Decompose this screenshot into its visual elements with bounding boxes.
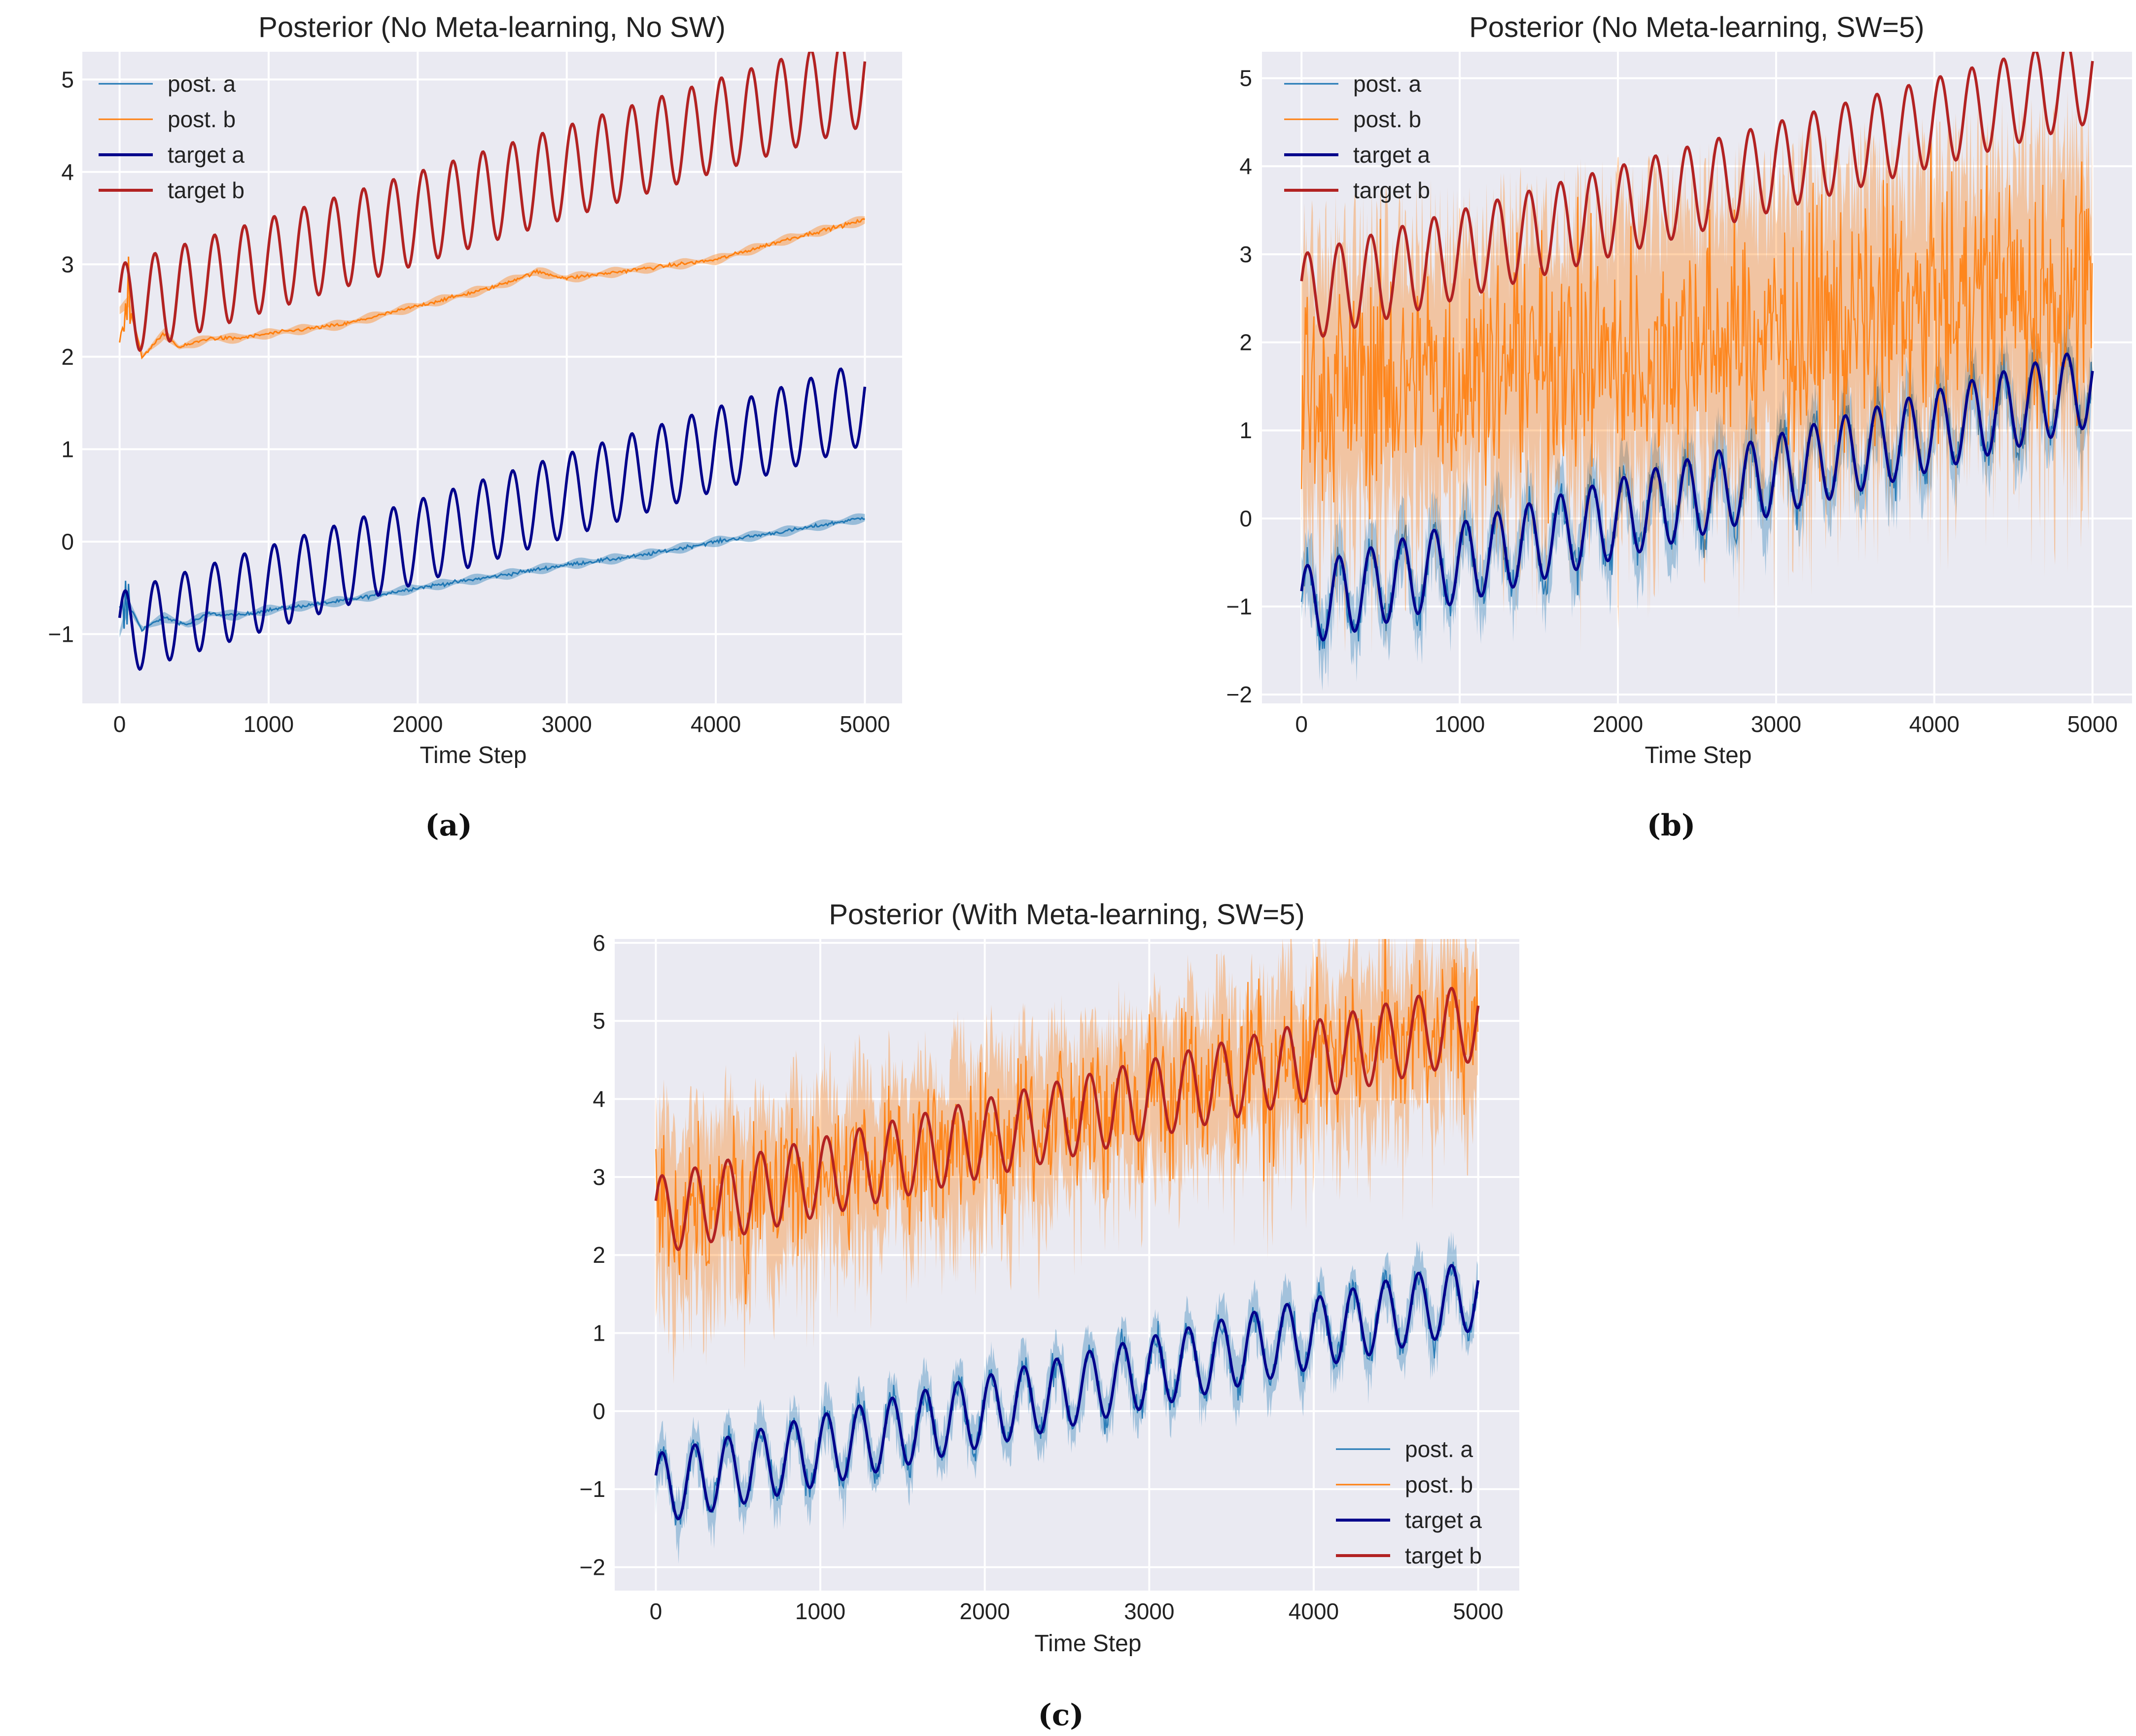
x-tick-label: 1000 xyxy=(795,1598,845,1624)
legend-label-target_b: target b xyxy=(168,177,245,203)
y-tick-label: 0 xyxy=(1239,506,1252,531)
x-tick-label: 3000 xyxy=(1124,1598,1174,1624)
chart-panel-b: 0 1000 2000 3000 4000 5000 −2 −1 0 1 2 3 4 5 Posterio… xyxy=(1226,11,2132,843)
chart-title: Posterior (With Meta-learning, SW=5) xyxy=(829,899,1304,931)
y-tick-label: 0 xyxy=(593,1398,605,1424)
series-layer xyxy=(118,52,867,671)
plot-area xyxy=(82,52,902,703)
x-tick-label: 0 xyxy=(1295,711,1308,737)
x-tick-label: 1000 xyxy=(244,711,294,737)
gridlines xyxy=(615,939,1519,1591)
legend-label-post_b: post. b xyxy=(168,106,236,132)
y-tick-label: −1 xyxy=(580,1476,605,1502)
legend: post. a post. b target a target b xyxy=(99,71,245,203)
tick-labels: 0 1000 2000 3000 4000 5000 −1 0 1 2 3 4 5 xyxy=(48,67,890,737)
gridlines xyxy=(82,52,902,703)
series-band-post_a xyxy=(1301,309,2093,691)
y-tick-label: 4 xyxy=(593,1086,605,1112)
legend-label-post_a: post. a xyxy=(168,71,236,97)
panel-caption: (c) xyxy=(1038,1698,1084,1733)
y-tick-label: 5 xyxy=(1239,66,1252,91)
y-tick-label: 3 xyxy=(1239,242,1252,267)
y-tick-label: 5 xyxy=(593,1008,605,1034)
panel-caption: (a) xyxy=(425,808,472,843)
series-line-target_a xyxy=(118,367,867,671)
x-tick-label: 3000 xyxy=(1751,711,1801,737)
y-tick-label: 1 xyxy=(1239,417,1252,443)
y-tick-label: 2 xyxy=(61,344,74,370)
tick-labels: 0 1000 2000 3000 4000 5000 −2 −1 0 1 2 3 4 5 6 xyxy=(580,930,1504,1624)
chart-panel-c: 0 1000 2000 3000 4000 5000 −2 −1 0 1 2 3 4 5 6 Posteri… xyxy=(580,899,1519,1733)
y-tick-label: −1 xyxy=(1226,593,1252,619)
x-tick-label: 4000 xyxy=(1909,711,1960,737)
series-line-post_b xyxy=(119,218,865,360)
y-tick-label: 3 xyxy=(593,1164,605,1190)
tick-labels: 0 1000 2000 3000 4000 5000 −2 −1 0 1 2 3 4 5 xyxy=(1226,66,2118,737)
legend-label-target_a: target a xyxy=(1353,142,1430,168)
series-line-target_a xyxy=(1300,352,2094,642)
y-tick-label: 5 xyxy=(61,67,74,92)
x-tick-label: 5000 xyxy=(2067,711,2118,737)
y-tick-label: 4 xyxy=(61,159,74,185)
x-tick-label: 0 xyxy=(113,711,126,737)
legend: post. a post. b target a target b xyxy=(1336,1436,1482,1568)
x-tick-label: 3000 xyxy=(542,711,592,737)
legend-label-target_a: target a xyxy=(1405,1507,1482,1533)
legend-label-target_b: target b xyxy=(1353,177,1430,203)
x-tick-label: 0 xyxy=(650,1598,663,1624)
y-tick-label: 6 xyxy=(593,930,605,956)
chart-title: Posterior (No Meta-learning, SW=5) xyxy=(1469,11,1925,43)
legend-label-target_b: target b xyxy=(1405,1543,1482,1568)
x-tick-label: 2000 xyxy=(1593,711,1643,737)
series-line-target_a xyxy=(654,1264,1480,1521)
x-tick-label: 2000 xyxy=(960,1598,1010,1624)
legend-label-post_a: post. a xyxy=(1353,71,1422,97)
y-tick-label: 0 xyxy=(61,529,74,555)
series-line-target_b xyxy=(1300,52,2094,338)
x-tick-label: 1000 xyxy=(1435,711,1485,737)
y-tick-label: 1 xyxy=(593,1320,605,1346)
y-tick-label: −2 xyxy=(1226,682,1252,707)
y-tick-label: 1 xyxy=(61,436,74,462)
legend-label-target_a: target a xyxy=(168,142,245,168)
series-line-target_b xyxy=(654,987,1480,1251)
series-layer xyxy=(1300,52,2094,691)
legend-label-post_a: post. a xyxy=(1405,1436,1473,1462)
legend: post. a post. b target a target b xyxy=(1284,71,1430,203)
x-axis-label: Time Step xyxy=(1645,742,1752,768)
chart-title: Posterior (No Meta-learning, No SW) xyxy=(258,11,726,43)
chart-panel-a: 0 1000 2000 3000 4000 5000 −1 0 1 2 3 4 5 Posterior … xyxy=(48,11,902,843)
series-line-post_a xyxy=(119,517,865,632)
y-tick-label: 4 xyxy=(1239,153,1252,179)
x-tick-label: 5000 xyxy=(840,711,890,737)
legend-label-post_b: post. b xyxy=(1405,1472,1473,1497)
x-axis-label: Time Step xyxy=(420,742,527,768)
series-layer xyxy=(654,939,1480,1564)
x-axis-label: Time Step xyxy=(1035,1631,1142,1657)
legend-label-post_b: post. b xyxy=(1353,106,1421,132)
series-line-post_b xyxy=(1300,133,2093,524)
x-tick-label: 4000 xyxy=(691,711,741,737)
plot-area xyxy=(615,939,1519,1591)
series-band-post_b xyxy=(656,939,1478,1384)
x-tick-label: 5000 xyxy=(1453,1598,1503,1624)
x-tick-label: 2000 xyxy=(392,711,443,737)
x-tick-label: 4000 xyxy=(1289,1598,1339,1624)
y-tick-label: −2 xyxy=(580,1555,605,1580)
series-line-target_b xyxy=(118,52,867,352)
y-tick-label: 3 xyxy=(61,251,74,277)
y-tick-label: −1 xyxy=(48,621,74,647)
panel-caption: (b) xyxy=(1647,808,1696,843)
y-tick-label: 2 xyxy=(1239,330,1252,355)
y-tick-label: 2 xyxy=(593,1242,605,1268)
